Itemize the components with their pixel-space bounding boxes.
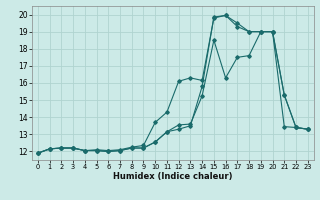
X-axis label: Humidex (Indice chaleur): Humidex (Indice chaleur) bbox=[113, 172, 233, 181]
